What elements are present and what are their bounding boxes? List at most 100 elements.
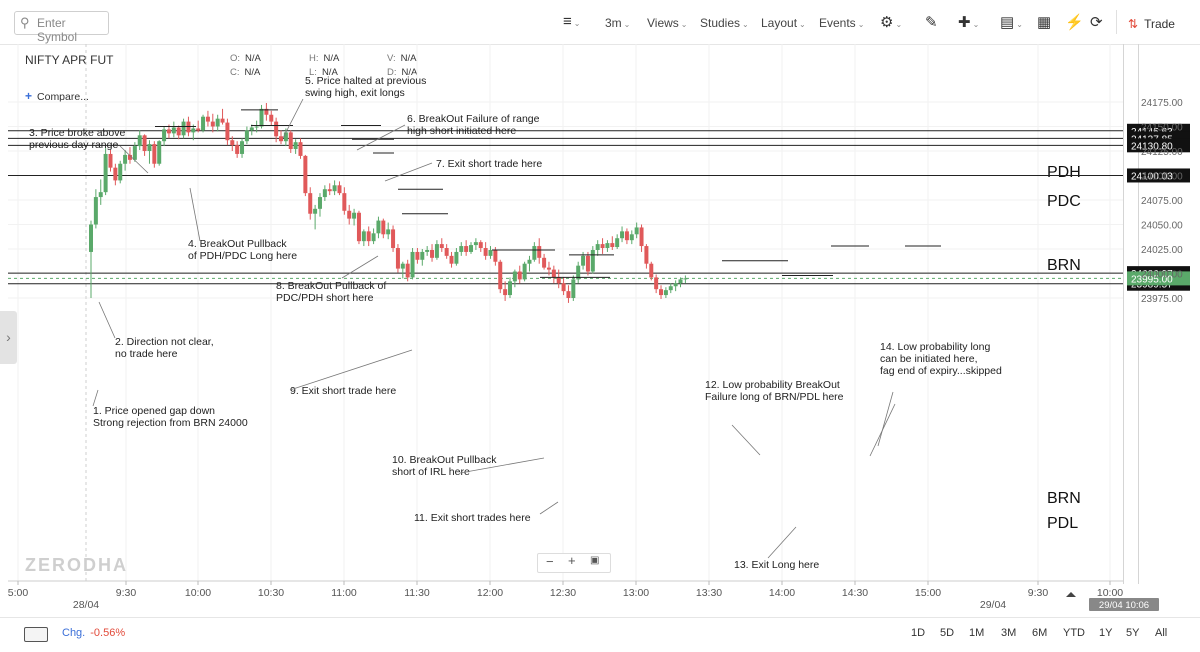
- symbol-search[interactable]: ⚲ Enter Symbol: [14, 11, 109, 44]
- candle-body: [542, 257, 547, 268]
- plus-icon: +: [25, 89, 33, 103]
- candle-body: [235, 145, 240, 154]
- candle-body: [483, 248, 488, 256]
- annotation-text: no trade here: [115, 348, 178, 360]
- candle-body: [649, 263, 654, 278]
- refresh-icon[interactable]: ⟳: [1090, 14, 1103, 31]
- level-name-label: PDL: [1047, 515, 1078, 532]
- candle-body: [654, 277, 659, 290]
- candle-body: [546, 267, 551, 270]
- candle-body: [147, 144, 152, 151]
- range-all[interactable]: All: [1155, 627, 1168, 639]
- annotation-text: can be initiated here,: [880, 353, 977, 365]
- layout-menu[interactable]: Layout ⌄: [761, 16, 806, 30]
- views-menu[interactable]: Views ⌄: [647, 16, 688, 30]
- x-tick-label: 12:30: [550, 587, 576, 599]
- compare-button[interactable]: + Compare...: [25, 89, 89, 103]
- candle-body: [469, 245, 474, 252]
- events-menu[interactable]: Events ⌄: [819, 16, 864, 30]
- candle-body: [376, 220, 381, 234]
- toolbar-divider: [1116, 10, 1117, 34]
- candle-body: [196, 128, 201, 131]
- candle-body: [157, 141, 162, 164]
- comment-icon[interactable]: ▤ ⌄: [1000, 14, 1023, 31]
- candle-body: [322, 189, 327, 198]
- lightning-icon[interactable]: ⚡: [1065, 14, 1084, 31]
- range-5d[interactable]: 5D: [940, 627, 955, 639]
- candle-body: [566, 291, 571, 298]
- level-name-label: PDC: [1047, 193, 1081, 210]
- candle-body: [371, 233, 376, 242]
- interval-selector[interactable]: 3m ⌄: [605, 16, 630, 30]
- settings-gear-icon[interactable]: ⚙ ⌄: [880, 14, 903, 31]
- range-6m[interactable]: 6M: [1032, 627, 1048, 639]
- price-axis-box-label: 24100.03: [1131, 171, 1173, 182]
- candle-body: [512, 271, 517, 282]
- annotation-text: 7. Exit short trade here: [436, 158, 542, 170]
- candle-body: [279, 136, 284, 142]
- annotation-text: 11. Exit short trades here: [414, 512, 531, 524]
- ohlc-volume: V: N/A: [387, 53, 416, 64]
- range-1y[interactable]: 1Y: [1099, 627, 1113, 639]
- range-3m[interactable]: 3M: [1001, 627, 1017, 639]
- annotation-leader-line: [289, 349, 413, 391]
- panel-icon[interactable]: ▦: [1037, 14, 1052, 31]
- candle-body: [269, 114, 274, 122]
- annotation-leader-line: [731, 424, 761, 456]
- keyboard-icon[interactable]: [24, 627, 48, 642]
- candle-body: [308, 193, 313, 214]
- zerodha-watermark: ZERODHA: [25, 555, 128, 575]
- trade-label: Trade: [1144, 17, 1175, 31]
- last-price-label: 23995.00: [1131, 274, 1173, 285]
- ohlc-key: D:: [387, 67, 397, 78]
- zoom-out-icon[interactable]: −: [546, 554, 554, 569]
- x-tick-label: 15:00: [915, 587, 941, 599]
- candle-body: [298, 142, 303, 156]
- y-tick-label: 24150.00: [1141, 123, 1183, 134]
- annotation-text: high short initiated here: [407, 125, 516, 137]
- level-name-label: PDH: [1047, 164, 1081, 181]
- range-1d[interactable]: 1D: [911, 627, 926, 639]
- candle-body: [522, 263, 527, 280]
- candle-body: [264, 108, 269, 115]
- collapse-left-arrow-icon[interactable]: ›: [0, 311, 17, 364]
- annotation-leader-line: [869, 403, 896, 457]
- candle-body: [400, 263, 405, 269]
- annotation-text: 10. BreakOut Pullback: [392, 454, 497, 466]
- chevron-down-icon: ⌄: [742, 20, 749, 29]
- crosshair-icon[interactable]: ✚ ⌄: [958, 14, 980, 31]
- level-name-label: BRN: [1047, 490, 1081, 507]
- candle-body: [527, 259, 532, 264]
- candle-body: [532, 246, 537, 260]
- range-ytd[interactable]: YTD: [1063, 627, 1085, 639]
- layout-label: Layout: [761, 16, 798, 30]
- top-toolbar: ⚲ Enter Symbol ≡ ⌄ 3m ⌄ Views ⌄ Studies ⌄ La…: [0, 0, 1200, 45]
- candle-body: [249, 127, 254, 131]
- ohlc-key: L:: [309, 67, 317, 78]
- draw-pencil-icon[interactable]: ✎: [925, 14, 938, 31]
- range-5y[interactable]: 5Y: [1126, 627, 1140, 639]
- annotation-text: of PDH/PDC Long here: [188, 250, 297, 262]
- zoom-in-icon[interactable]: +: [568, 553, 576, 568]
- candle-body: [595, 244, 600, 250]
- candlestick-chart-type-icon[interactable]: ≡ ⌄: [563, 13, 581, 30]
- trade-button[interactable]: ⇅ Trade: [1128, 17, 1175, 31]
- candle-body: [624, 231, 629, 241]
- annotation-text: previous day range: [29, 139, 118, 151]
- candle-body: [288, 132, 293, 150]
- candle-body: [585, 255, 590, 272]
- compare-label: Compare...: [37, 91, 89, 103]
- studies-label: Studies: [700, 16, 741, 30]
- candle-body: [210, 121, 215, 127]
- candle-body: [493, 249, 498, 262]
- studies-menu[interactable]: Studies ⌄: [700, 16, 749, 30]
- annotation-text: 8. BreakOut Pullback of: [276, 280, 386, 292]
- fit-screen-icon[interactable]: ▣: [590, 555, 600, 566]
- candle-body: [537, 246, 542, 258]
- chevron-down-icon: ⌄: [680, 20, 688, 29]
- x-tick-label: 9:30: [116, 587, 137, 599]
- range-1m[interactable]: 1M: [969, 627, 985, 639]
- candle-body: [171, 127, 176, 134]
- x-tick-label: 10:30: [258, 587, 284, 599]
